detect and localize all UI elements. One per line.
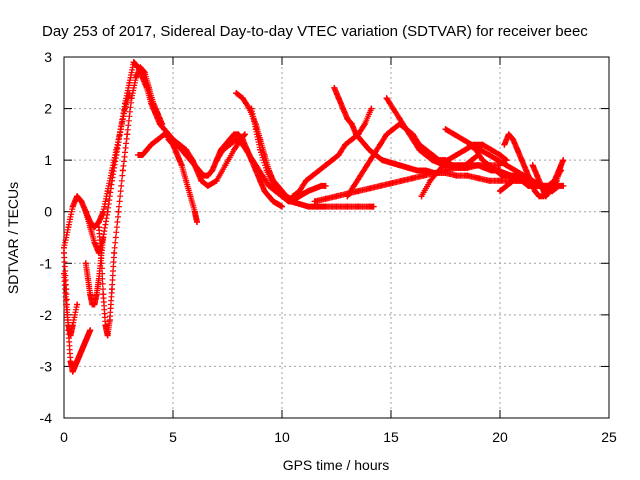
data-marks — [61, 59, 566, 374]
data-point — [100, 291, 106, 297]
data-point — [61, 250, 67, 256]
marker-trace — [290, 106, 375, 200]
y-tick-label: 1 — [44, 152, 52, 168]
x-tick-label: 5 — [169, 429, 177, 445]
plot-frame — [64, 57, 609, 418]
y-tick-label: -3 — [40, 358, 53, 374]
y-axis-label: SDTVAR / TECUs — [5, 182, 21, 294]
y-tick-label: -2 — [40, 307, 53, 323]
y-tick-label: -1 — [40, 255, 53, 271]
y-tick-label: 3 — [44, 49, 52, 65]
grid — [64, 57, 609, 418]
data-point — [111, 250, 117, 256]
series-sat-m — [290, 106, 375, 200]
x-tick-label: 0 — [60, 429, 68, 445]
data-point — [116, 209, 122, 215]
x-tick-label: 25 — [601, 429, 617, 445]
x-tick-label: 15 — [383, 429, 399, 445]
data-point — [120, 167, 126, 173]
x-tick-label: 20 — [492, 429, 508, 445]
series-sat-d — [83, 90, 133, 256]
x-tick-label: 10 — [274, 429, 290, 445]
chart-title: Day 253 of 2017, Sidereal Day-to-day VTE… — [42, 23, 588, 40]
y-tick-label: 2 — [44, 101, 52, 117]
y-tick-label: -4 — [40, 410, 53, 426]
x-axis-label: GPS time / hours — [283, 457, 390, 473]
data-point — [109, 286, 115, 292]
data-point — [124, 131, 130, 137]
marker-trace — [83, 90, 133, 256]
y-tick-label: 0 — [44, 204, 52, 220]
sdtvar-chart: Day 253 of 2017, Sidereal Day-to-day VTE… — [0, 0, 640, 480]
